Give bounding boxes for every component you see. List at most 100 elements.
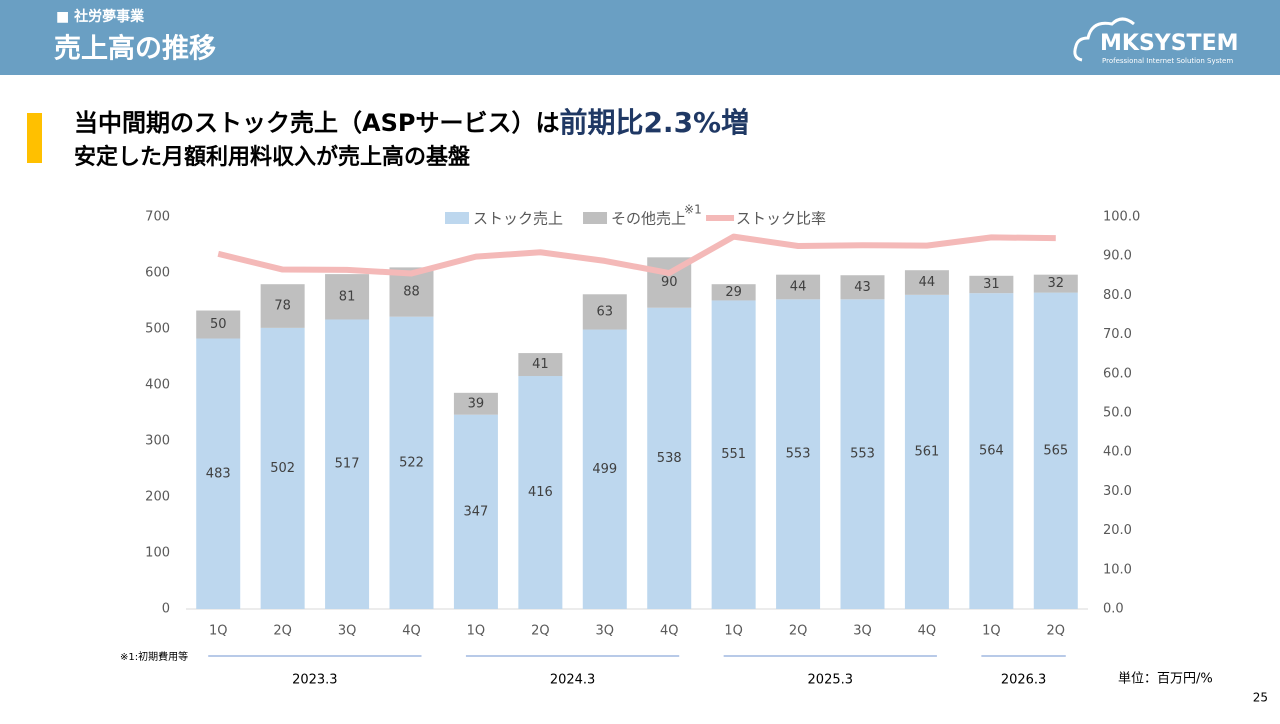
y2-tick-label: 0.0: [1103, 602, 1124, 617]
y2-tick-label: 10.0: [1103, 562, 1132, 577]
data-label: 63: [597, 304, 614, 319]
data-label: 483: [206, 466, 231, 481]
bar-segment: [260, 284, 305, 328]
bar-segment: [196, 338, 241, 609]
y-tick-label: 400: [145, 378, 170, 393]
bar-segment: [196, 310, 241, 339]
logo: MKSYSTEM: [1100, 31, 1239, 56]
y2-tick-label: 60.0: [1103, 366, 1132, 381]
x-tick-label: 4Q: [660, 624, 679, 639]
bar-segment: [325, 274, 370, 320]
bar-segment: [904, 270, 949, 295]
data-label: 551: [721, 447, 746, 462]
y2-tick-label: 80.0: [1103, 288, 1132, 303]
data-label: 561: [915, 444, 940, 459]
legend-label: ストック比率: [736, 210, 826, 228]
data-label: 553: [786, 447, 811, 462]
x-tick-label: 3Q: [853, 624, 872, 639]
data-label: 502: [270, 461, 295, 476]
section-label: ■ 社労夢事業: [56, 8, 145, 25]
y2-tick-label: 90.0: [1103, 249, 1132, 264]
x-tick-label: 2Q: [273, 624, 292, 639]
data-label: 347: [464, 504, 489, 519]
data-label: 416: [528, 485, 553, 500]
subheadline: 安定した月額利用料収入が売上高の基盤: [74, 144, 471, 170]
page-number: 25: [1253, 691, 1268, 705]
y-tick-label: 200: [145, 490, 170, 505]
accent-bar: [27, 113, 42, 163]
y-tick-label: 700: [145, 210, 170, 225]
bar-segment: [711, 300, 756, 609]
bar-segment: [840, 275, 885, 300]
bar-segment: [453, 392, 498, 415]
bar-segment: [776, 274, 821, 300]
bar-segment: [711, 284, 756, 301]
y2-tick-label: 50.0: [1103, 406, 1132, 421]
bar-segment: [582, 329, 627, 609]
data-label: 88: [403, 285, 420, 300]
data-label: 32: [1048, 276, 1065, 291]
data-label: 50: [210, 317, 227, 332]
y-tick-label: 0: [162, 602, 170, 617]
group-label: 2023.3: [292, 673, 338, 688]
group-label: 2025.3: [808, 673, 854, 688]
y-tick-label: 100: [145, 546, 170, 561]
bar-segment: [1033, 274, 1078, 293]
x-tick-label: 3Q: [338, 624, 357, 639]
headline-highlight: 前期比2.3%増: [559, 106, 749, 139]
data-label: 43: [854, 280, 871, 295]
y-tick-label: 500: [145, 322, 170, 337]
bar-segment: [518, 376, 563, 609]
headline-text: 当中間期のストック売上（ASPサービス）は: [74, 109, 559, 137]
bar-segment: [389, 316, 434, 609]
y2-tick-label: 40.0: [1103, 445, 1132, 460]
legend-swatch: [583, 212, 608, 224]
data-label: 78: [274, 299, 291, 314]
y2-tick-label: 30.0: [1103, 484, 1132, 499]
line: [217, 233, 1056, 277]
y2-tick-label: 100.0: [1103, 210, 1140, 225]
y-tick-label: 600: [145, 266, 170, 281]
data-label: 553: [850, 447, 875, 462]
footnote: ※1:初期費用等: [120, 650, 188, 663]
logo-cloud: [1073, 17, 1135, 62]
group-label: 2024.3: [550, 673, 596, 688]
bar-segment: [582, 294, 627, 330]
header-band: [0, 0, 1280, 75]
y-tick-label: 300: [145, 434, 170, 449]
x-tick-label: 4Q: [402, 624, 421, 639]
data-label: 81: [339, 289, 356, 304]
x-tick-label: 3Q: [596, 624, 615, 639]
legend-swatch: [445, 212, 469, 224]
bar-segment: [776, 299, 821, 609]
data-label: 31: [983, 277, 1000, 292]
data-label: 41: [532, 357, 549, 372]
bar-segment: [325, 319, 370, 609]
logo-tagline: Professional Internet Solution System: [1102, 57, 1233, 65]
data-label: 499: [592, 462, 617, 477]
legend-note: ※1: [684, 203, 702, 217]
chart: 0 100 200 300 400 500 600 700 0.0 10.0 20.0 30.0 40.…: [145, 203, 1140, 688]
x-tick-label: 2Q: [789, 624, 808, 639]
slide-title: 売上高の推移: [54, 33, 216, 65]
bar-segment: [260, 327, 305, 609]
data-label: 565: [1043, 443, 1068, 458]
x-tick-label: 2Q: [1047, 624, 1066, 639]
bar-segment: [904, 294, 949, 609]
data-label: 29: [725, 285, 742, 300]
x-tick-label: 2Q: [531, 624, 550, 639]
legend-label: ストック売上: [473, 210, 563, 228]
legend-label: その他売上: [611, 210, 686, 228]
bar-segment: [1033, 292, 1078, 609]
x-tick-label: 1Q: [724, 624, 743, 639]
data-label: 44: [790, 280, 807, 295]
bar-segment: [969, 275, 1014, 294]
data-label: 44: [919, 275, 936, 290]
unit-label: 単位：百万円/%: [1118, 671, 1213, 687]
data-label: 538: [657, 451, 682, 466]
x-tick-label: 1Q: [209, 624, 228, 639]
y2-tick-label: 70.0: [1103, 327, 1132, 342]
data-label: 522: [399, 455, 424, 470]
